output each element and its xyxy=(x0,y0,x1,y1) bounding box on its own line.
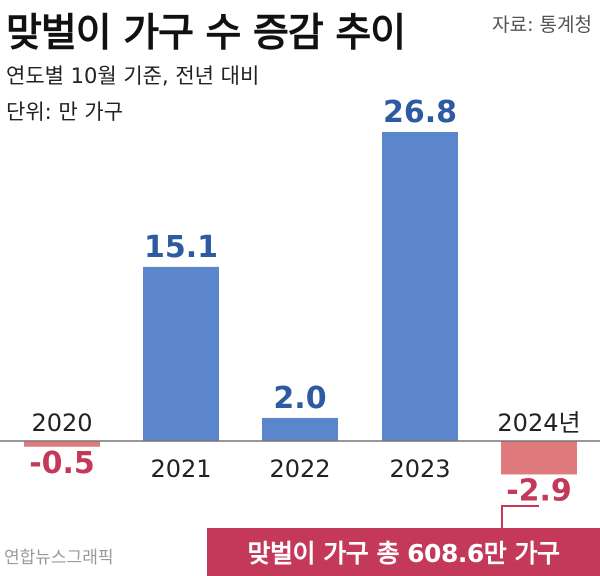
value-label: -2.9 xyxy=(506,473,572,508)
unit-label: 단위: 만 가구 xyxy=(6,100,124,124)
bar-2020 xyxy=(24,441,100,447)
value-label: 15.1 xyxy=(144,230,218,265)
category-label: 2024년 xyxy=(497,409,580,437)
category-label: 2021 xyxy=(150,455,211,483)
credit-label: 연합뉴스그래픽 xyxy=(4,548,114,568)
value-label: 2.0 xyxy=(273,381,326,416)
category-label: 2023 xyxy=(389,455,450,483)
chart-title: 맞벌이 가구 수 증감 추이 xyxy=(6,11,406,56)
value-label: 26.8 xyxy=(383,95,457,130)
callout-line xyxy=(501,505,539,528)
bar-2024년 xyxy=(501,441,577,475)
chart-subtitle: 연도별 10월 기준, 전년 대비 xyxy=(6,64,260,88)
total-households-box: 맞벌이 가구 총 608.6만 가구 xyxy=(207,528,600,576)
bar-2022 xyxy=(262,417,338,441)
category-label: 2022 xyxy=(269,455,330,483)
bar-2021 xyxy=(143,266,219,441)
source-label: 자료: 통계청 xyxy=(492,14,592,36)
bar-2023 xyxy=(382,131,458,441)
value-label: -0.5 xyxy=(29,446,95,481)
category-label: 2020 xyxy=(31,409,92,437)
